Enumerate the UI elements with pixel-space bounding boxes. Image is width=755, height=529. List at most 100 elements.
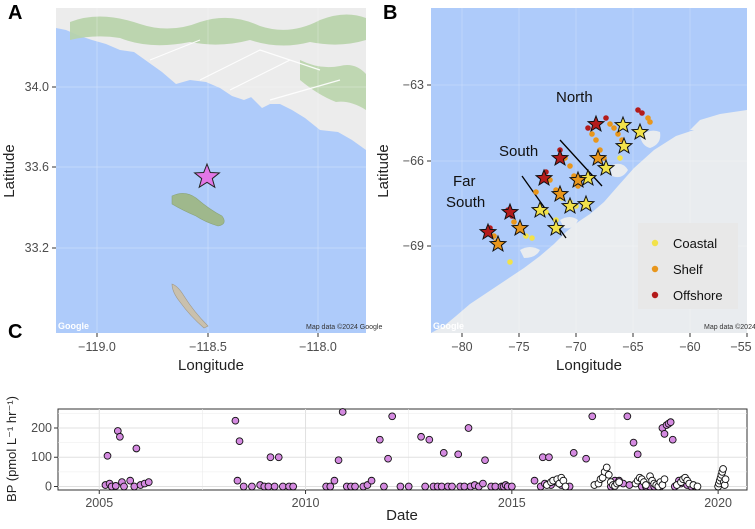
bp-point-purple [116, 432, 124, 441]
panel-b-xlabel: Longitude [556, 357, 622, 374]
bp-point-purple [326, 482, 335, 491]
legend-swatch-coastal [651, 239, 659, 247]
bp-point-purple [530, 476, 539, 485]
panel-c: C 2005 2010 2015 2020 200 100 0 Date BP … [4, 321, 748, 524]
panel-b-google-logo: Google [433, 321, 464, 331]
bp-point-purple [231, 416, 240, 425]
panel-a-roads [149, 39, 341, 101]
bp-point-purple [380, 482, 388, 491]
bp-point-purple [623, 412, 632, 421]
bp-point-purple [120, 482, 128, 491]
peninsula-tip [690, 110, 747, 130]
legend-label-shelf: Shelf [673, 262, 703, 277]
legend-label-offshore: Offshore [673, 288, 723, 303]
panel-a-grid [56, 8, 366, 333]
panel-a-xtick-1: −118.5 [189, 340, 227, 354]
bp-point-purple [126, 476, 135, 485]
panel-b-xtick-3: −65 [622, 340, 643, 354]
bp-point-purple [633, 450, 642, 459]
panel-c-letter: C [8, 321, 22, 343]
panel-a-google-logo: Google [58, 321, 89, 331]
panel-a-xtick-2: −118.0 [299, 340, 337, 354]
bp-point-purple [425, 435, 434, 444]
panel-b-xtick-2: −70 [565, 340, 586, 354]
station-stars [478, 114, 650, 253]
bp-point-purple [479, 479, 487, 488]
legend-swatch-offshore [651, 291, 659, 299]
bp-point-white [604, 470, 613, 479]
bp-point-purple [454, 450, 463, 459]
island-2 [610, 163, 628, 178]
bp-point-purple [464, 424, 473, 432]
region-label-far-south: South [446, 194, 485, 211]
panel-c-xtick-0: 2005 [85, 496, 113, 510]
region-label-far: Far [453, 173, 476, 190]
island-1 [640, 130, 661, 148]
bp-point-purple [144, 478, 153, 486]
bp-point-purple [668, 435, 677, 444]
panel-c-ylabel: BP (pmol L⁻¹ hr⁻¹) [4, 396, 19, 502]
panel-c-xtick-2: 2015 [498, 496, 526, 510]
bp-point-purple [334, 456, 343, 465]
bp-point-purple [507, 482, 516, 491]
bp-point-white [602, 463, 611, 472]
bp-point-white [615, 478, 623, 486]
panel-b-legend: Coastal Shelf Offshore [638, 223, 738, 309]
bp-point-purple [111, 482, 120, 490]
bp-point-purple [239, 482, 248, 491]
panel-c-points [101, 408, 730, 491]
panel-b-xtick-5: −55 [730, 340, 751, 354]
panel-b-xtick-1: −75 [508, 340, 529, 354]
bp-point-purple [417, 432, 425, 441]
bp-point-white [721, 475, 730, 484]
bp-point-purple [388, 412, 397, 421]
panel-b-ytick-1: −66 [403, 154, 424, 168]
panel-a-mountains [70, 14, 366, 46]
panel-a-attribution: Map data ©2024 Google [306, 323, 382, 331]
panel-c-xlabel: Date [386, 507, 418, 524]
panel-c-xtick-3: 2020 [704, 496, 732, 510]
panel-b-ytick-2: −69 [403, 239, 424, 253]
bp-point-purple [270, 482, 279, 491]
bp-point-white [561, 482, 570, 491]
bp-point-white [642, 481, 650, 489]
bp-point-purple [248, 482, 256, 491]
bp-point-purple [629, 438, 638, 447]
palos-verdes-land [250, 96, 270, 108]
bp-point-purple [130, 482, 139, 491]
bp-point-purple [338, 408, 347, 416]
bp-point-purple [351, 482, 359, 491]
panel-a-letter: A [8, 2, 22, 24]
bp-point-purple [439, 449, 448, 457]
panel-b-ytick-0: −63 [403, 78, 424, 92]
panel-a-hills [300, 60, 366, 110]
catalina-island [171, 193, 225, 227]
island-4 [520, 247, 540, 258]
bp-point-purple [103, 451, 112, 460]
bp-point-purple [330, 476, 339, 485]
bp-point-purple [404, 482, 413, 491]
bp-point-purple [367, 476, 376, 485]
panel-a-ticks [52, 86, 319, 337]
panel-a-xtick-0: −119.0 [78, 340, 116, 354]
panel-a-ytick-1: 33.6 [25, 160, 49, 174]
bp-point-purple [235, 437, 244, 446]
panel-c-plot-area [57, 408, 748, 491]
bp-point-purple [660, 430, 669, 438]
bp-point-purple [233, 476, 242, 485]
panel-b-ticks [427, 84, 748, 337]
region-label-south: South [499, 143, 538, 160]
bp-point-purple [289, 482, 298, 491]
bp-point-purple [274, 453, 283, 462]
panel-b: B [375, 2, 755, 374]
region-label-north: North [556, 89, 593, 106]
bp-point-purple [384, 454, 392, 463]
bp-point-purple [396, 482, 405, 491]
panel-c-ytick-0: 0 [45, 479, 52, 493]
panel-a-ytick-2: 33.2 [25, 241, 49, 255]
legend-label-coastal: Coastal [673, 236, 717, 251]
bp-point-purple [132, 444, 141, 453]
bp-point-purple [481, 456, 489, 465]
panel-c-xtick-1: 2010 [292, 496, 320, 510]
